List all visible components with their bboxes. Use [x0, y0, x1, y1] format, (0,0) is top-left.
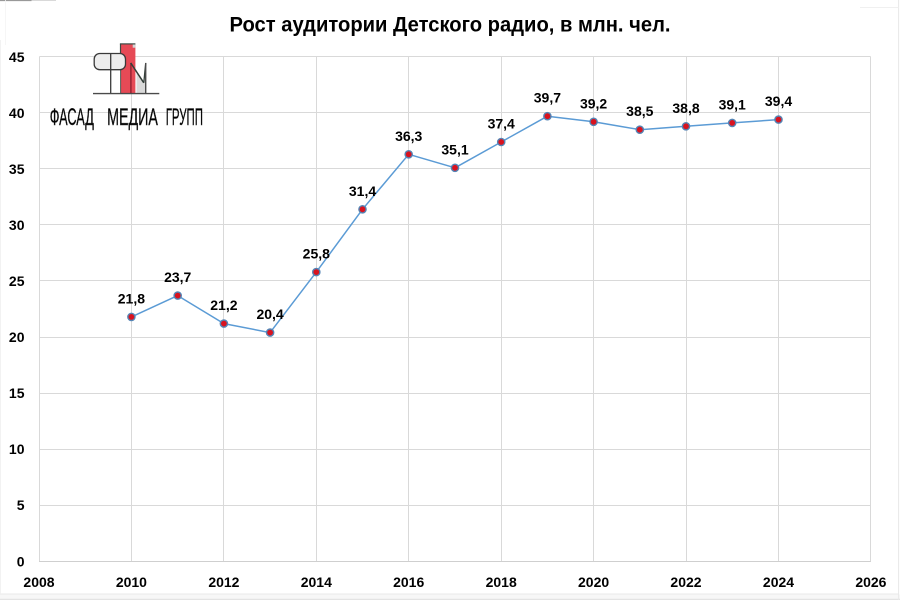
svg-text:30: 30	[9, 217, 25, 233]
svg-text:Рост аудитории Детского радио,: Рост аудитории Детского радио, в млн. че…	[230, 14, 671, 37]
svg-text:5: 5	[17, 497, 25, 513]
svg-text:2024: 2024	[763, 574, 794, 590]
svg-text:35,1: 35,1	[441, 141, 468, 157]
svg-text:ФАСАД: ФАСАД	[50, 104, 94, 131]
svg-text:10: 10	[9, 441, 25, 457]
svg-text:40: 40	[9, 105, 25, 121]
svg-text:2008: 2008	[23, 574, 54, 590]
svg-text:20: 20	[9, 329, 25, 345]
svg-text:45: 45	[9, 49, 25, 65]
svg-text:23,7: 23,7	[164, 269, 191, 285]
svg-text:37,4: 37,4	[488, 116, 515, 132]
svg-text:2018: 2018	[486, 574, 517, 590]
svg-text:20,4: 20,4	[256, 306, 283, 322]
svg-text:31,4: 31,4	[349, 183, 376, 199]
svg-text:39,2: 39,2	[580, 95, 607, 111]
svg-text:36,3: 36,3	[395, 128, 422, 144]
svg-text:15: 15	[9, 385, 25, 401]
svg-text:2014: 2014	[301, 574, 332, 590]
svg-text:39,7: 39,7	[534, 90, 561, 106]
svg-text:38,5: 38,5	[626, 103, 653, 119]
svg-text:2012: 2012	[208, 574, 239, 590]
svg-text:2020: 2020	[578, 574, 609, 590]
svg-text:2022: 2022	[670, 574, 701, 590]
svg-text:МЕДИА: МЕДИА	[107, 104, 158, 131]
svg-text:2016: 2016	[393, 574, 424, 590]
svg-text:21,8: 21,8	[118, 290, 145, 306]
svg-text:0: 0	[17, 553, 25, 569]
svg-text:35: 35	[9, 161, 25, 177]
svg-text:21,2: 21,2	[210, 297, 237, 313]
svg-text:ГРУПП: ГРУПП	[166, 104, 203, 131]
svg-text:2010: 2010	[116, 574, 147, 590]
svg-text:39,1: 39,1	[719, 96, 746, 112]
svg-text:25,8: 25,8	[303, 246, 330, 262]
svg-text:38,8: 38,8	[672, 100, 699, 116]
svg-text:39,4: 39,4	[765, 93, 792, 109]
svg-text:25: 25	[9, 273, 25, 289]
svg-text:2026: 2026	[855, 574, 886, 590]
